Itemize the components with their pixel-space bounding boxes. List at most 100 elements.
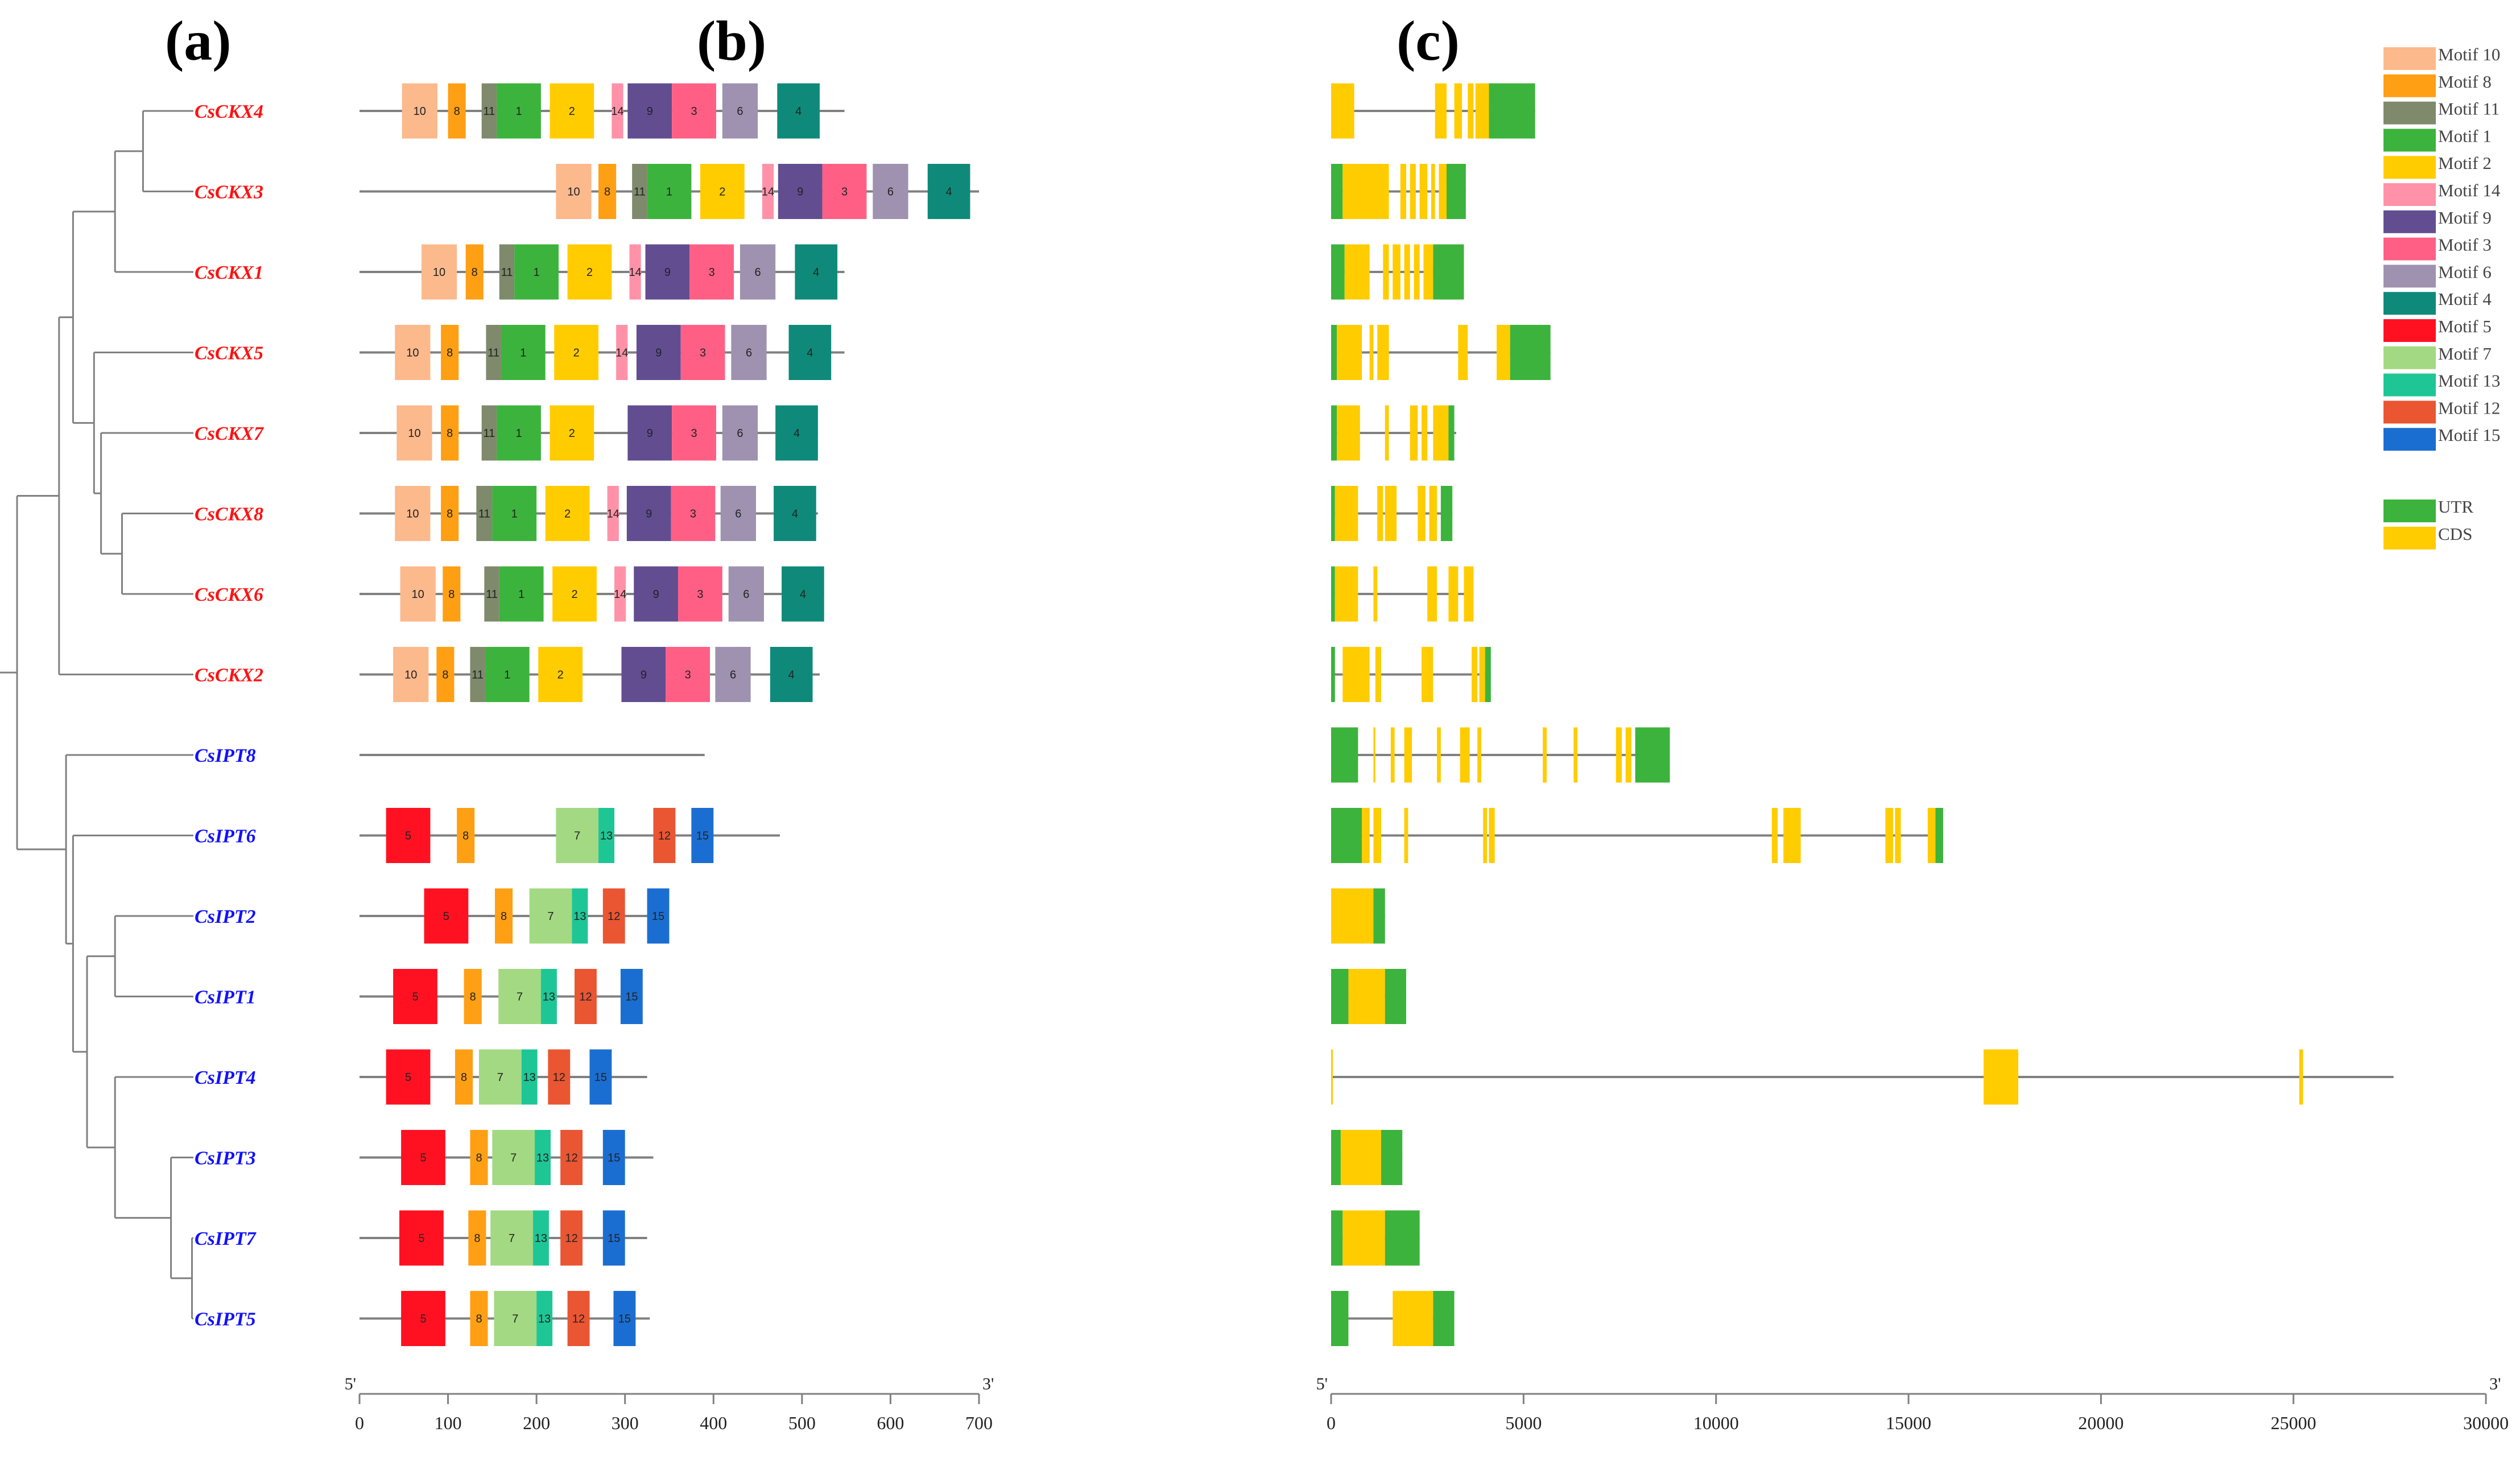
motif-number: 12	[565, 1232, 577, 1245]
motif-box-14	[616, 325, 628, 380]
motif-row-csipt5: 5 8 7 13 12 15	[360, 1291, 650, 1346]
motif-row-csipt6: 5 8 7 13 12 15	[360, 808, 780, 863]
utr-segment	[1381, 1130, 1403, 1185]
motif-box-4	[788, 325, 832, 380]
structure-row-csckx8	[1331, 486, 1453, 541]
axis-tick-label: 200	[523, 1413, 550, 1433]
cds-segment	[1335, 566, 1358, 622]
cds-segment	[1439, 164, 1447, 219]
cds-segment	[1331, 1049, 1333, 1105]
motif-number: 8	[447, 347, 453, 360]
motif-box-11	[632, 164, 647, 219]
gene-label-csckx3: CsCKX3	[195, 182, 263, 203]
cds-segment	[1342, 647, 1370, 702]
motif-number: 11	[634, 186, 646, 199]
motif-box-3	[680, 325, 725, 380]
motif-number: 7	[547, 910, 553, 923]
motif-number: 5	[405, 1071, 411, 1084]
motif-box-15	[613, 1291, 636, 1346]
motif-number: 8	[447, 508, 453, 521]
motif-box-1	[497, 83, 541, 139]
motif-box-15	[691, 808, 714, 863]
cds-segment	[1342, 164, 1389, 219]
motif-box-6	[740, 244, 776, 300]
gene-label-csipt5: CsIPT5	[195, 1309, 256, 1330]
cds-segment	[1335, 486, 1358, 541]
axis-tick-label: 25000	[2271, 1413, 2316, 1433]
gene-labels: CsCKX4 CsCKX3 CsCKX1 CsCKX5 CsCKX7 CsCKX8 CsCK…	[195, 101, 265, 1330]
motif-box-3	[689, 244, 734, 300]
legend-item-motif-1: Motif 1	[2383, 126, 2492, 152]
motif-box-9	[621, 647, 666, 702]
motif-box-10	[396, 405, 432, 461]
legend-item-motif-12: Motif 12	[2383, 398, 2500, 424]
motif-number: 6	[735, 508, 741, 521]
structure-row-csckx2	[1331, 647, 1491, 702]
legend-swatch	[2383, 183, 2436, 206]
phylogenetic-tree	[0, 110, 193, 1319]
structure-row-csipt1	[1331, 969, 1406, 1024]
structure-row-csipt6	[1331, 808, 1943, 863]
legend-item-motif-4: Motif 4	[2383, 289, 2492, 315]
motif-box-11	[470, 647, 485, 702]
gene-label-csipt8: CsIPT8	[195, 745, 256, 766]
motif-box-5	[401, 1130, 445, 1185]
axis-start-label: 5'	[1316, 1375, 1328, 1393]
motif-box-14	[762, 164, 774, 219]
motif-number: 6	[743, 588, 749, 601]
motif-number: 6	[887, 186, 894, 199]
motif-number: 9	[647, 427, 653, 440]
motif-number: 11	[484, 427, 495, 440]
motif-box-5	[393, 969, 437, 1024]
motif-row-csckx2: 10 8 11 1 2 9 3 6 4	[360, 647, 820, 702]
motif-number: 6	[730, 669, 736, 682]
motif-number: 9	[641, 669, 647, 682]
utr-segment	[1635, 727, 1670, 783]
cds-segment	[1362, 808, 1370, 863]
motif-box-4	[777, 83, 820, 139]
motif-box-15	[602, 1210, 625, 1266]
motif-panel: 10 8 11 1 2 14 9 3 6 410 8 11 1 2 14 9 3 6 410 8 11 1 2 14 9 3 6 41…	[360, 83, 979, 1346]
motif-number: 1	[534, 266, 540, 279]
motif-box-11	[499, 244, 515, 300]
axis-tick-label: 500	[788, 1413, 816, 1433]
legend-label: Motif 1	[2438, 126, 2492, 146]
motif-box-8	[448, 83, 466, 139]
motif-number: 8	[454, 105, 460, 118]
utr-segment	[1331, 1291, 1349, 1346]
cds-segment	[1437, 727, 1441, 783]
motif-box-14	[607, 486, 619, 541]
motif-box-1	[492, 486, 537, 541]
motif-number: 1	[518, 588, 524, 601]
motif-number: 10	[414, 105, 426, 118]
motif-box-11	[481, 83, 497, 139]
motif-number: 13	[600, 830, 613, 843]
motif-box-1	[514, 244, 559, 300]
structure-row-csipt2	[1331, 888, 1385, 944]
motif-box-4	[775, 405, 818, 461]
legend-swatch	[2383, 292, 2436, 315]
legend-label: Motif 7	[2438, 344, 2492, 364]
cds-segment	[1404, 244, 1410, 300]
motif-box-7	[479, 1049, 522, 1105]
legend-item-motif-8: Motif 8	[2383, 72, 2492, 97]
motif-box-15	[647, 888, 670, 944]
utr-segment	[1373, 888, 1385, 944]
cds-segment	[1385, 405, 1389, 461]
motif-box-13	[598, 808, 615, 863]
motif-number: 4	[946, 186, 952, 199]
motif-box-14	[612, 83, 623, 139]
cds-segment	[1383, 244, 1389, 300]
legend-swatch	[2383, 500, 2436, 522]
legend-swatch	[2383, 210, 2436, 233]
cds-segment	[1431, 164, 1435, 219]
motif-box-10	[395, 486, 431, 541]
legend-swatch	[2383, 401, 2436, 424]
legend-item-motif-15: Motif 15	[2383, 425, 2500, 451]
motif-number: 5	[443, 910, 449, 923]
cds-segment	[1625, 727, 1631, 783]
motif-box-10	[556, 164, 592, 219]
motif-number: 9	[646, 508, 652, 521]
motif-box-1	[647, 164, 692, 219]
legend-swatch	[2383, 47, 2436, 70]
